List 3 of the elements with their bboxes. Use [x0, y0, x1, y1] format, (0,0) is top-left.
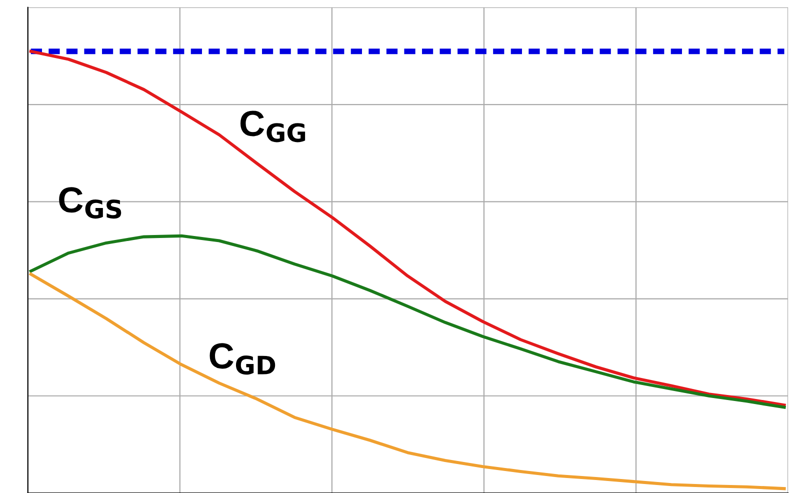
series-label: C$_{GS}$ [59, 187, 122, 219]
series-label: C$_{GG}$ [240, 110, 306, 142]
series-label: C$_{GD}$ [210, 343, 276, 375]
